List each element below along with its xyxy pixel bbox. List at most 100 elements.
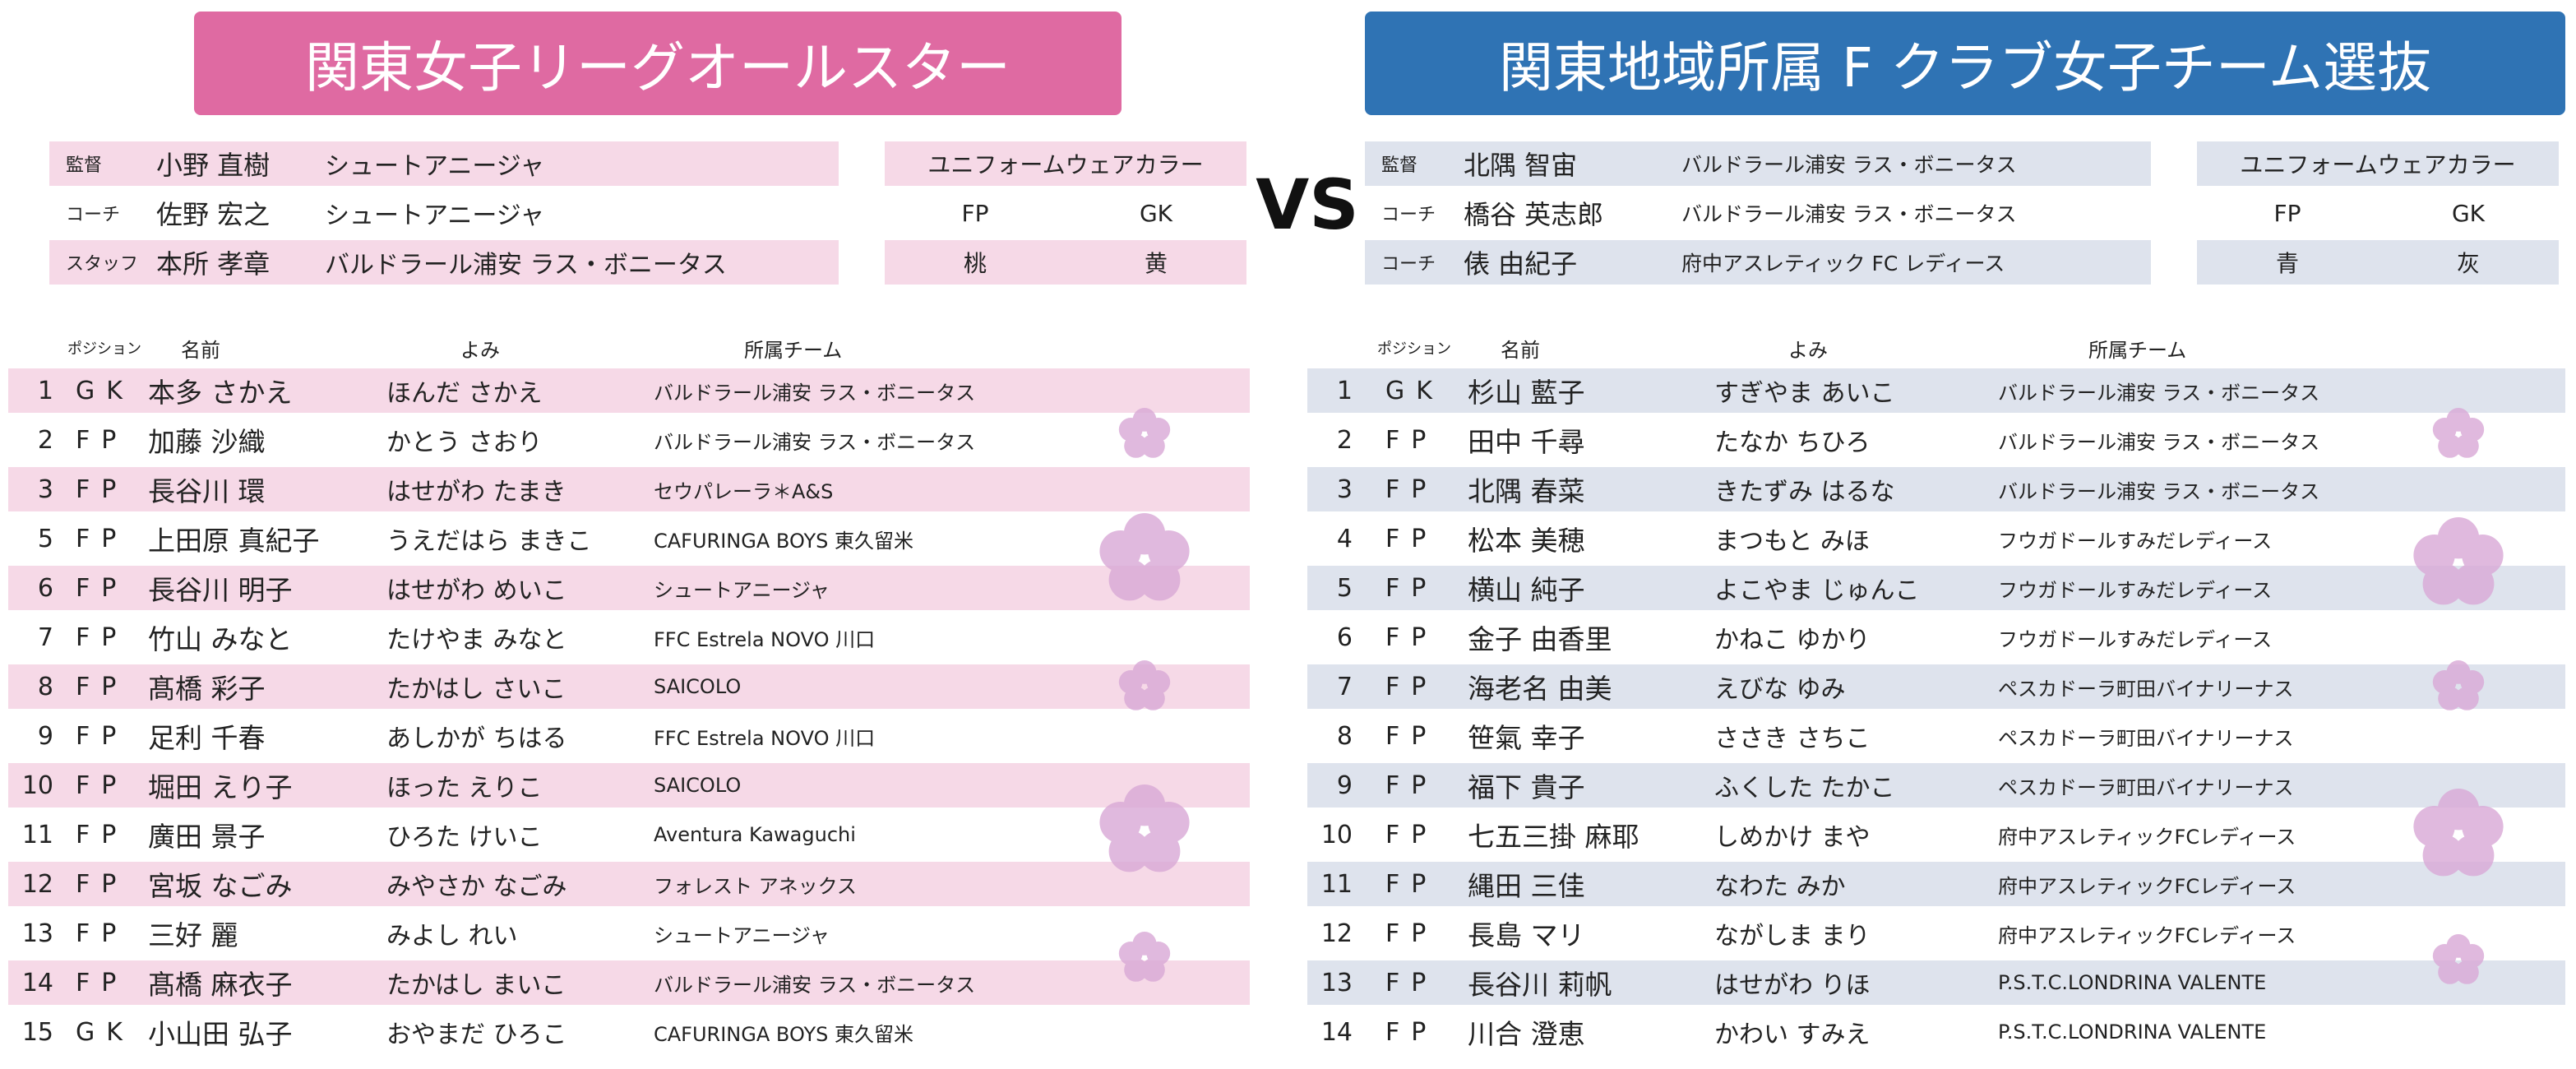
name: 七五三掛 麻耶 <box>1468 821 1639 853</box>
roster-header: ポジション <box>67 340 141 358</box>
team-title: 関東女子リーグオールスター <box>194 12 1122 115</box>
name: 小山田 弘子 <box>148 1018 293 1050</box>
reading: ふくした たかこ <box>1714 774 1895 803</box>
club: ペスカドーラ町田バイナリーナス <box>1998 677 2294 701</box>
staff-row <box>1365 240 2151 285</box>
number: 4 <box>1336 524 1353 553</box>
roster-row <box>8 664 1250 709</box>
name: 川合 澄恵 <box>1468 1018 1585 1050</box>
number: 11 <box>21 820 53 849</box>
position: FP <box>1385 919 1438 948</box>
club: バルドラール浦安 ラス・ボニータス <box>654 381 976 405</box>
name: 本多 さかえ <box>148 377 293 409</box>
position: FP <box>76 622 128 652</box>
name: 長島 マリ <box>1468 919 1585 951</box>
uniform-label: FP <box>2273 199 2301 227</box>
position: GK <box>76 376 134 405</box>
club: フウガドールすみだレディース <box>1998 529 2273 553</box>
reading: うえだはら まきこ <box>386 527 592 556</box>
name: 堀田 えり子 <box>148 771 293 803</box>
roster-row <box>8 368 1250 413</box>
uniform-colors-bg <box>2197 240 2559 285</box>
uniform-header: ユニフォームウェアカラー <box>927 151 1204 178</box>
number: 2 <box>1336 425 1353 455</box>
staff-name: 北隅 智宙 <box>1464 150 1578 181</box>
roster-row <box>8 862 1250 906</box>
position: FP <box>1385 721 1438 751</box>
position: FP <box>76 573 128 603</box>
number: 9 <box>37 721 53 751</box>
staff-row <box>1365 141 2151 186</box>
position: FP <box>1385 425 1438 455</box>
roster-header: 所属チーム <box>744 338 843 362</box>
club: CAFURINGA BOYS 東久留米 <box>654 529 914 553</box>
position: GK <box>1385 376 1444 405</box>
club: Aventura Kawaguchi <box>654 823 856 846</box>
uniform-color: 黄 <box>1144 250 1168 277</box>
name: 田中 千尋 <box>1468 426 1585 458</box>
reading: はせがわ たまき <box>386 478 567 507</box>
reading: すぎやま あいこ <box>1714 379 1895 408</box>
number: 12 <box>1320 919 1353 948</box>
uniform-label: FP <box>961 199 989 227</box>
number: 13 <box>21 919 53 948</box>
staff-club: シュートアニージャ <box>325 201 545 230</box>
club: SAICOLO <box>654 675 742 698</box>
name: 福下 貴子 <box>1468 771 1585 803</box>
uniform-color: 青 <box>2275 250 2299 277</box>
reading: ささき さちこ <box>1714 724 1871 753</box>
number: 14 <box>1320 1017 1353 1047</box>
number: 11 <box>1320 869 1353 899</box>
reading: ほった えりこ <box>386 774 543 803</box>
name: 加藤 沙織 <box>148 426 266 458</box>
roster-header: 所属チーム <box>2088 338 2187 362</box>
number: 6 <box>1336 622 1353 652</box>
staff-row <box>49 240 839 285</box>
club: 府中アスレティックFCレディース <box>1998 923 2296 947</box>
reading: おやまだ ひろこ <box>386 1020 567 1049</box>
position: FP <box>76 474 128 504</box>
name: 足利 千春 <box>148 722 266 754</box>
reading: たかはし さいこ <box>386 675 567 704</box>
roster-row <box>1307 566 2565 610</box>
reading: しめかけ まや <box>1714 823 1871 852</box>
reading: かわい すみえ <box>1714 1020 1871 1049</box>
number: 13 <box>1320 968 1353 997</box>
roster-row <box>1307 862 2565 906</box>
staff-club: シュートアニージャ <box>325 152 545 181</box>
name: 杉山 藍子 <box>1468 377 1585 409</box>
number: 1 <box>37 376 53 405</box>
name: 金子 由香里 <box>1468 623 1612 655</box>
club: バルドラール浦安 ラス・ボニータス <box>1998 479 2320 503</box>
number: 8 <box>37 672 53 701</box>
name: 竹山 みなと <box>148 623 293 655</box>
roster-row <box>1307 368 2565 413</box>
club: ペスカドーラ町田バイナリーナス <box>1998 726 2294 750</box>
reading: たなか ちひろ <box>1714 428 1871 457</box>
staff-name: 佐野 宏之 <box>156 199 271 230</box>
number: 10 <box>21 771 53 800</box>
reading: たけやま みなと <box>386 626 567 655</box>
uniform-color: 灰 <box>2456 250 2480 277</box>
staff-club: 府中アスレティック FC レディース <box>1681 252 2005 275</box>
club: シュートアニージャ <box>654 578 830 602</box>
name: 髙橋 麻衣子 <box>148 969 293 1001</box>
name: 三好 麗 <box>148 919 238 951</box>
reading: きたずみ はるな <box>1714 478 1895 507</box>
uniform-header-bg <box>885 141 1246 186</box>
roster-row <box>8 467 1250 511</box>
position: FP <box>1385 968 1438 997</box>
reading: かねこ ゆかり <box>1714 626 1871 655</box>
team-title: 関東地域所属 F クラブ女子チーム選抜 <box>1365 12 2565 115</box>
position: FP <box>76 919 128 948</box>
name: 宮坂 なごみ <box>148 870 293 902</box>
roster-row <box>8 763 1250 808</box>
club: CAFURINGA BOYS 東久留米 <box>654 1022 914 1046</box>
number: 12 <box>21 869 53 899</box>
vs: VS <box>1256 164 1359 245</box>
reading: なわた みか <box>1714 872 1846 901</box>
club: フウガドールすみだレディース <box>1998 578 2273 602</box>
reading: みよし れい <box>386 922 518 951</box>
position: FP <box>1385 622 1438 652</box>
position: FP <box>76 524 128 553</box>
